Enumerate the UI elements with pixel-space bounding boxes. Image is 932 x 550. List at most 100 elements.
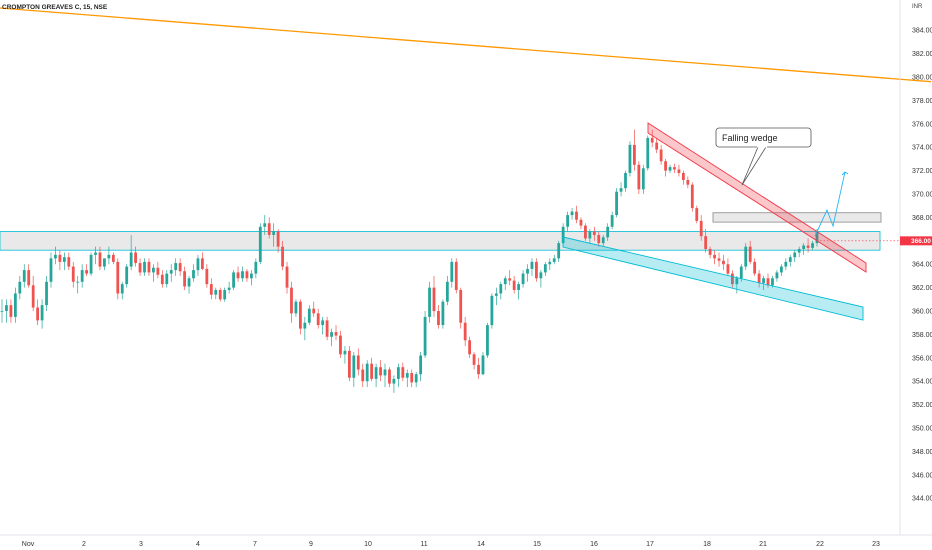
chart-title: CROMPTON GREAVES C, 15, NSE (2, 4, 108, 11)
candle-body (98, 252, 102, 267)
candle-body (111, 254, 115, 262)
y-tick-label: 382.00 (912, 51, 932, 58)
candle-body (241, 271, 244, 279)
candle-body (494, 293, 498, 296)
y-tick-label: 374.00 (912, 145, 932, 152)
y-tick-label: 350.00 (912, 426, 932, 433)
candle-body (343, 350, 347, 355)
candle-body (557, 243, 561, 259)
candle-body (788, 257, 792, 262)
candle-body (76, 281, 80, 283)
candle-body (103, 258, 106, 267)
candle-body (601, 237, 605, 244)
candle-body (624, 172, 627, 189)
candle-body (690, 184, 694, 209)
annotation-text: Falling wedge (722, 133, 778, 143)
time-axis[interactable]: Nov 2 3 4 7 9 10 11 14 15 16 17 18 21 22 23 (22, 541, 880, 548)
candle-body (361, 369, 365, 382)
candle-body (548, 261, 552, 265)
candle-body (713, 254, 716, 259)
candle-body (579, 219, 583, 226)
projection-path[interactable] (814, 171, 846, 237)
candle-body (588, 231, 592, 239)
x-tick-label: 3 (139, 541, 143, 548)
candle-body (178, 263, 182, 272)
y-tick-label: 362.00 (912, 285, 932, 292)
candle-body (762, 278, 765, 283)
candle-body (31, 285, 35, 308)
y-tick-label: 368.00 (912, 215, 932, 222)
sr-zone-2[interactable] (712, 212, 882, 223)
candle-body (209, 284, 213, 295)
candle-body (739, 266, 743, 279)
y-tick-label: 364.00 (912, 262, 932, 269)
x-tick-label: 14 (477, 541, 485, 548)
candle-body (143, 261, 146, 273)
current-price-label: 366.00 (911, 238, 931, 245)
candle-body (258, 226, 262, 262)
candle-body (419, 355, 423, 375)
y-tick-label: 356.00 (912, 355, 932, 362)
x-tick-label: 2 (82, 541, 86, 548)
x-tick-label: 16 (590, 541, 598, 548)
candle-body (575, 211, 578, 220)
sr-zone-1[interactable] (0, 231, 881, 251)
candle-body (205, 268, 209, 285)
candle-body (664, 161, 667, 171)
x-tick-label: 22 (816, 541, 824, 548)
candle-body (405, 373, 409, 378)
candle-body (152, 267, 155, 273)
candle-body (437, 311, 440, 326)
candle-body (606, 226, 610, 238)
candle-body (722, 260, 725, 265)
candle-body (316, 313, 320, 326)
candle-body (347, 350, 351, 378)
candle-body (744, 246, 748, 267)
long-term-trendline[interactable] (0, 7, 932, 83)
candle-body (339, 335, 342, 355)
candle-body (735, 278, 739, 285)
candle-body (214, 289, 218, 295)
annotation-callout[interactable]: Falling wedge (715, 127, 812, 186)
candle-body (615, 191, 618, 216)
candle-body (62, 257, 66, 262)
candle-body (597, 234, 601, 244)
x-tick-label: 7 (253, 541, 257, 548)
y-tick-label: 360.00 (912, 309, 932, 316)
candle-body (526, 268, 529, 274)
y-tick-label: 372.00 (912, 168, 932, 175)
wedge-upper-band[interactable] (647, 122, 867, 273)
candle-body (508, 278, 512, 281)
candle-body (401, 367, 405, 378)
candle-body (633, 144, 636, 165)
candle-body (374, 367, 378, 379)
x-tick-label: 9 (309, 541, 313, 548)
candle-body (499, 284, 503, 294)
candle-body (192, 270, 195, 279)
candle-body (441, 301, 445, 326)
candle-body (45, 281, 48, 306)
candle-body (535, 261, 538, 279)
candle-body (71, 266, 75, 282)
y-tick-label: 370.00 (912, 192, 932, 199)
wedge-lower-band[interactable] (562, 236, 864, 321)
candle-body (539, 272, 543, 279)
y-tick-label: 384.00 (912, 28, 932, 35)
candle-body (428, 287, 431, 317)
y-tick-label: 344.00 (912, 496, 932, 503)
y-tick-label: 354.00 (912, 379, 932, 386)
candle-body (628, 144, 632, 173)
candle-body (232, 272, 235, 288)
y-tick-label: 380.00 (912, 75, 932, 82)
candle-body (686, 179, 690, 185)
candle-body (196, 258, 200, 271)
price-axis[interactable]: 344.00 346.00 348.00 350.00 352.00 354.00 356.… (912, 28, 932, 503)
candle-body (370, 363, 374, 379)
candle-body (307, 308, 311, 323)
candle-body (85, 270, 89, 274)
candle-body (459, 289, 463, 323)
candle-body (365, 363, 369, 382)
candle-body (766, 278, 770, 286)
candle-body (650, 137, 654, 143)
candle-body (463, 322, 467, 341)
